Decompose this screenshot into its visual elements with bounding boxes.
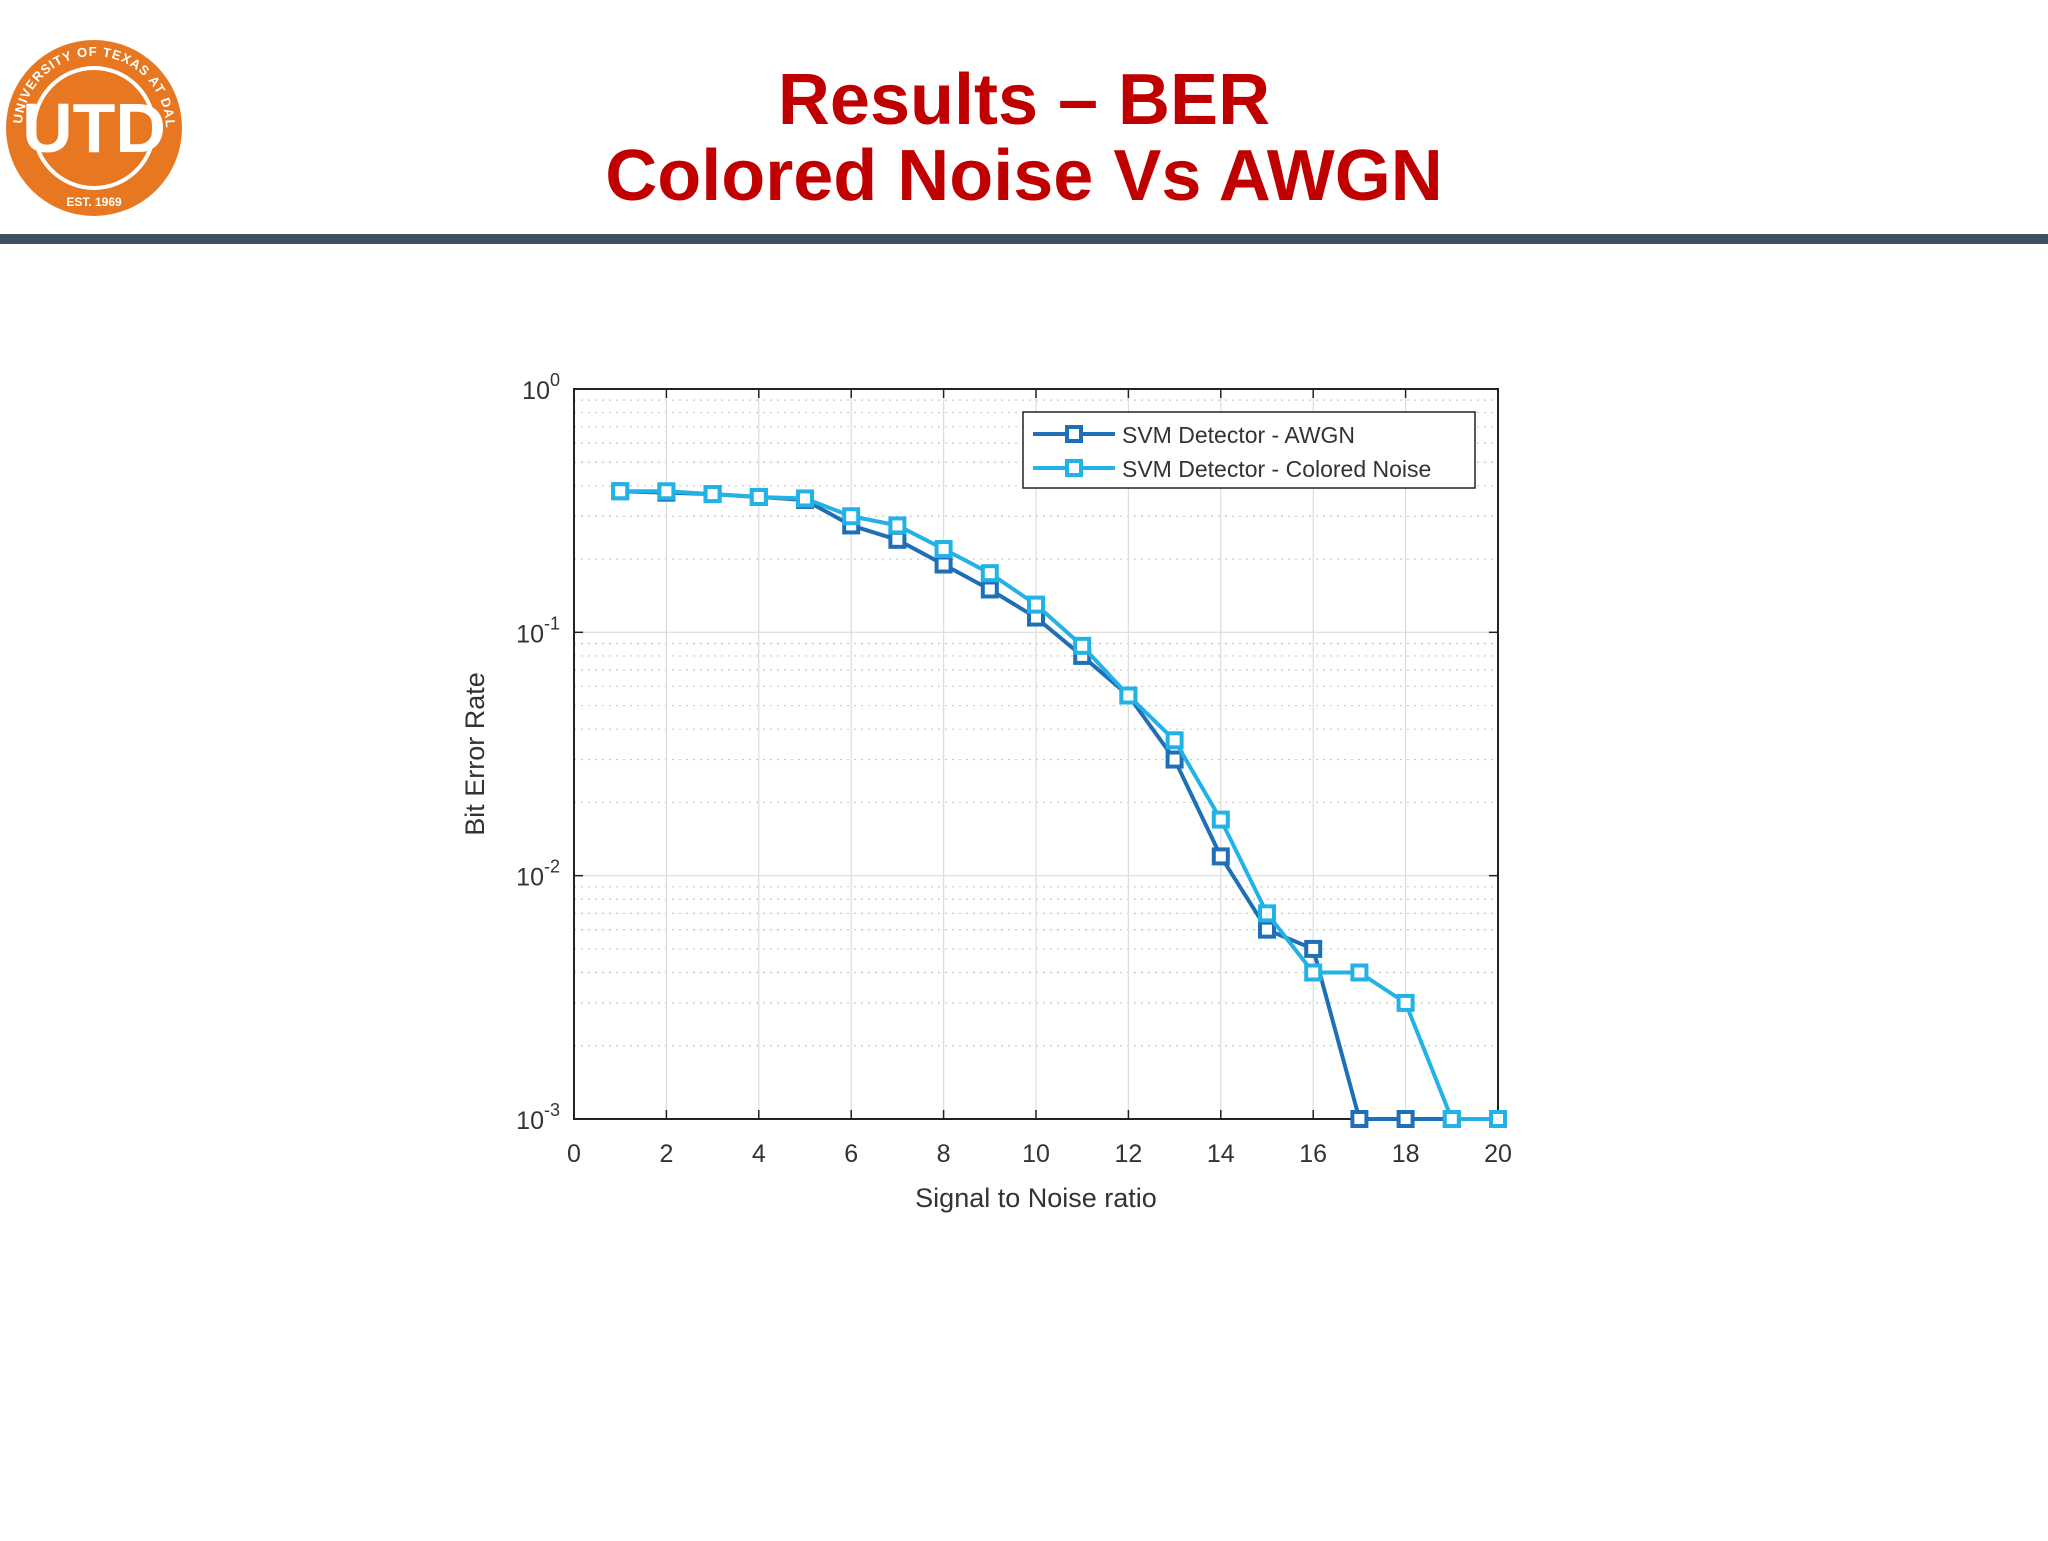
x-tick-label: 20 [1484, 1140, 1512, 1168]
data-point [1442, 1110, 1461, 1128]
page-title: Results – BER Colored Noise Vs AWGN [0, 62, 2048, 214]
data-point [1258, 920, 1276, 939]
data-point [1165, 750, 1184, 769]
data-point [1304, 939, 1323, 958]
logo-inner-fill [36, 70, 152, 186]
x-tick-label: 16 [1299, 1140, 1327, 1168]
data-point [749, 487, 768, 506]
logo-established: EST. 1969 [66, 195, 122, 209]
series-line [620, 489, 1498, 1121]
header-divider [0, 234, 2048, 244]
data-point [1396, 1110, 1415, 1128]
x-axis-ticks: 0 2 4 6 8 10 12 14 16 18 20 [567, 389, 1512, 1168]
utd-logo: UTD THE UNIVERSITY OF TEXAS AT DALLAS ES… [0, 34, 182, 216]
legend-box [1022, 411, 1476, 489]
x-tick-label: 18 [1392, 1140, 1420, 1168]
data-point [1396, 993, 1415, 1012]
data-point [934, 555, 953, 574]
data-point [842, 507, 861, 526]
x-tick-label: 12 [1114, 1140, 1142, 1168]
logo-monogram: UTD [22, 89, 166, 167]
title-line-2: Colored Noise Vs AWGN [605, 136, 1443, 216]
data-point [703, 485, 722, 504]
legend-item: SVM Detector - Colored Noise [1033, 456, 1431, 482]
data-point [611, 482, 630, 501]
data-point [1073, 636, 1092, 655]
data-point [888, 530, 907, 549]
data-point [1211, 810, 1230, 829]
x-tick-label: 0 [567, 1140, 581, 1168]
x-axis-label: Signal to Noise ratio [915, 1183, 1157, 1213]
x-tick-label: 14 [1207, 1140, 1235, 1168]
legend-swatch-marker [1065, 425, 1083, 443]
x-tick-label: 10 [1022, 1140, 1050, 1168]
data-point [1350, 963, 1369, 982]
y-axis-label: Bit Error Rate [460, 672, 490, 836]
data-point [657, 482, 676, 501]
data-point [1165, 731, 1184, 750]
data-point [1119, 686, 1138, 705]
legend-label: SVM Detector - Colored Noise [1122, 456, 1431, 482]
x-tick-label: 6 [844, 1140, 858, 1168]
series-layer [611, 482, 1507, 1128]
x-tick-label: 2 [659, 1140, 673, 1168]
y-tick-label: 100 [522, 370, 560, 405]
data-point [1027, 595, 1045, 614]
legend-label: SVM Detector - AWGN [1122, 422, 1355, 448]
series-line [620, 489, 1498, 1121]
series-colored-noise [611, 482, 1507, 1128]
series-awgn [611, 482, 1507, 1128]
legend-swatch-marker [1065, 459, 1083, 477]
y-tick-label: 10-2 [516, 857, 560, 892]
data-point [1489, 1110, 1507, 1128]
legend: SVM Detector - AWGN SVM Detector - Colore… [1022, 411, 1476, 489]
x-tick-label: 4 [752, 1140, 766, 1168]
title-line-1: Results – BER [777, 60, 1271, 140]
slide-header: UTD THE UNIVERSITY OF TEXAS AT DALLAS ES… [0, 0, 2048, 232]
y-tick-label: 10-1 [516, 613, 560, 648]
data-point [888, 516, 907, 535]
data-point [980, 564, 999, 583]
data-point [934, 540, 953, 559]
data-point [1350, 1110, 1369, 1128]
data-point [1211, 847, 1230, 866]
x-tick-label: 8 [937, 1140, 951, 1168]
y-tick-label: 10-3 [516, 1100, 560, 1135]
data-point [1304, 963, 1323, 982]
legend-item: SVM Detector - AWGN [1033, 422, 1355, 448]
data-point [980, 580, 999, 599]
data-point [1258, 904, 1276, 923]
data-point [796, 489, 814, 508]
y-axis-ticks: 100 10-1 10-2 10-3 [516, 370, 1498, 1135]
